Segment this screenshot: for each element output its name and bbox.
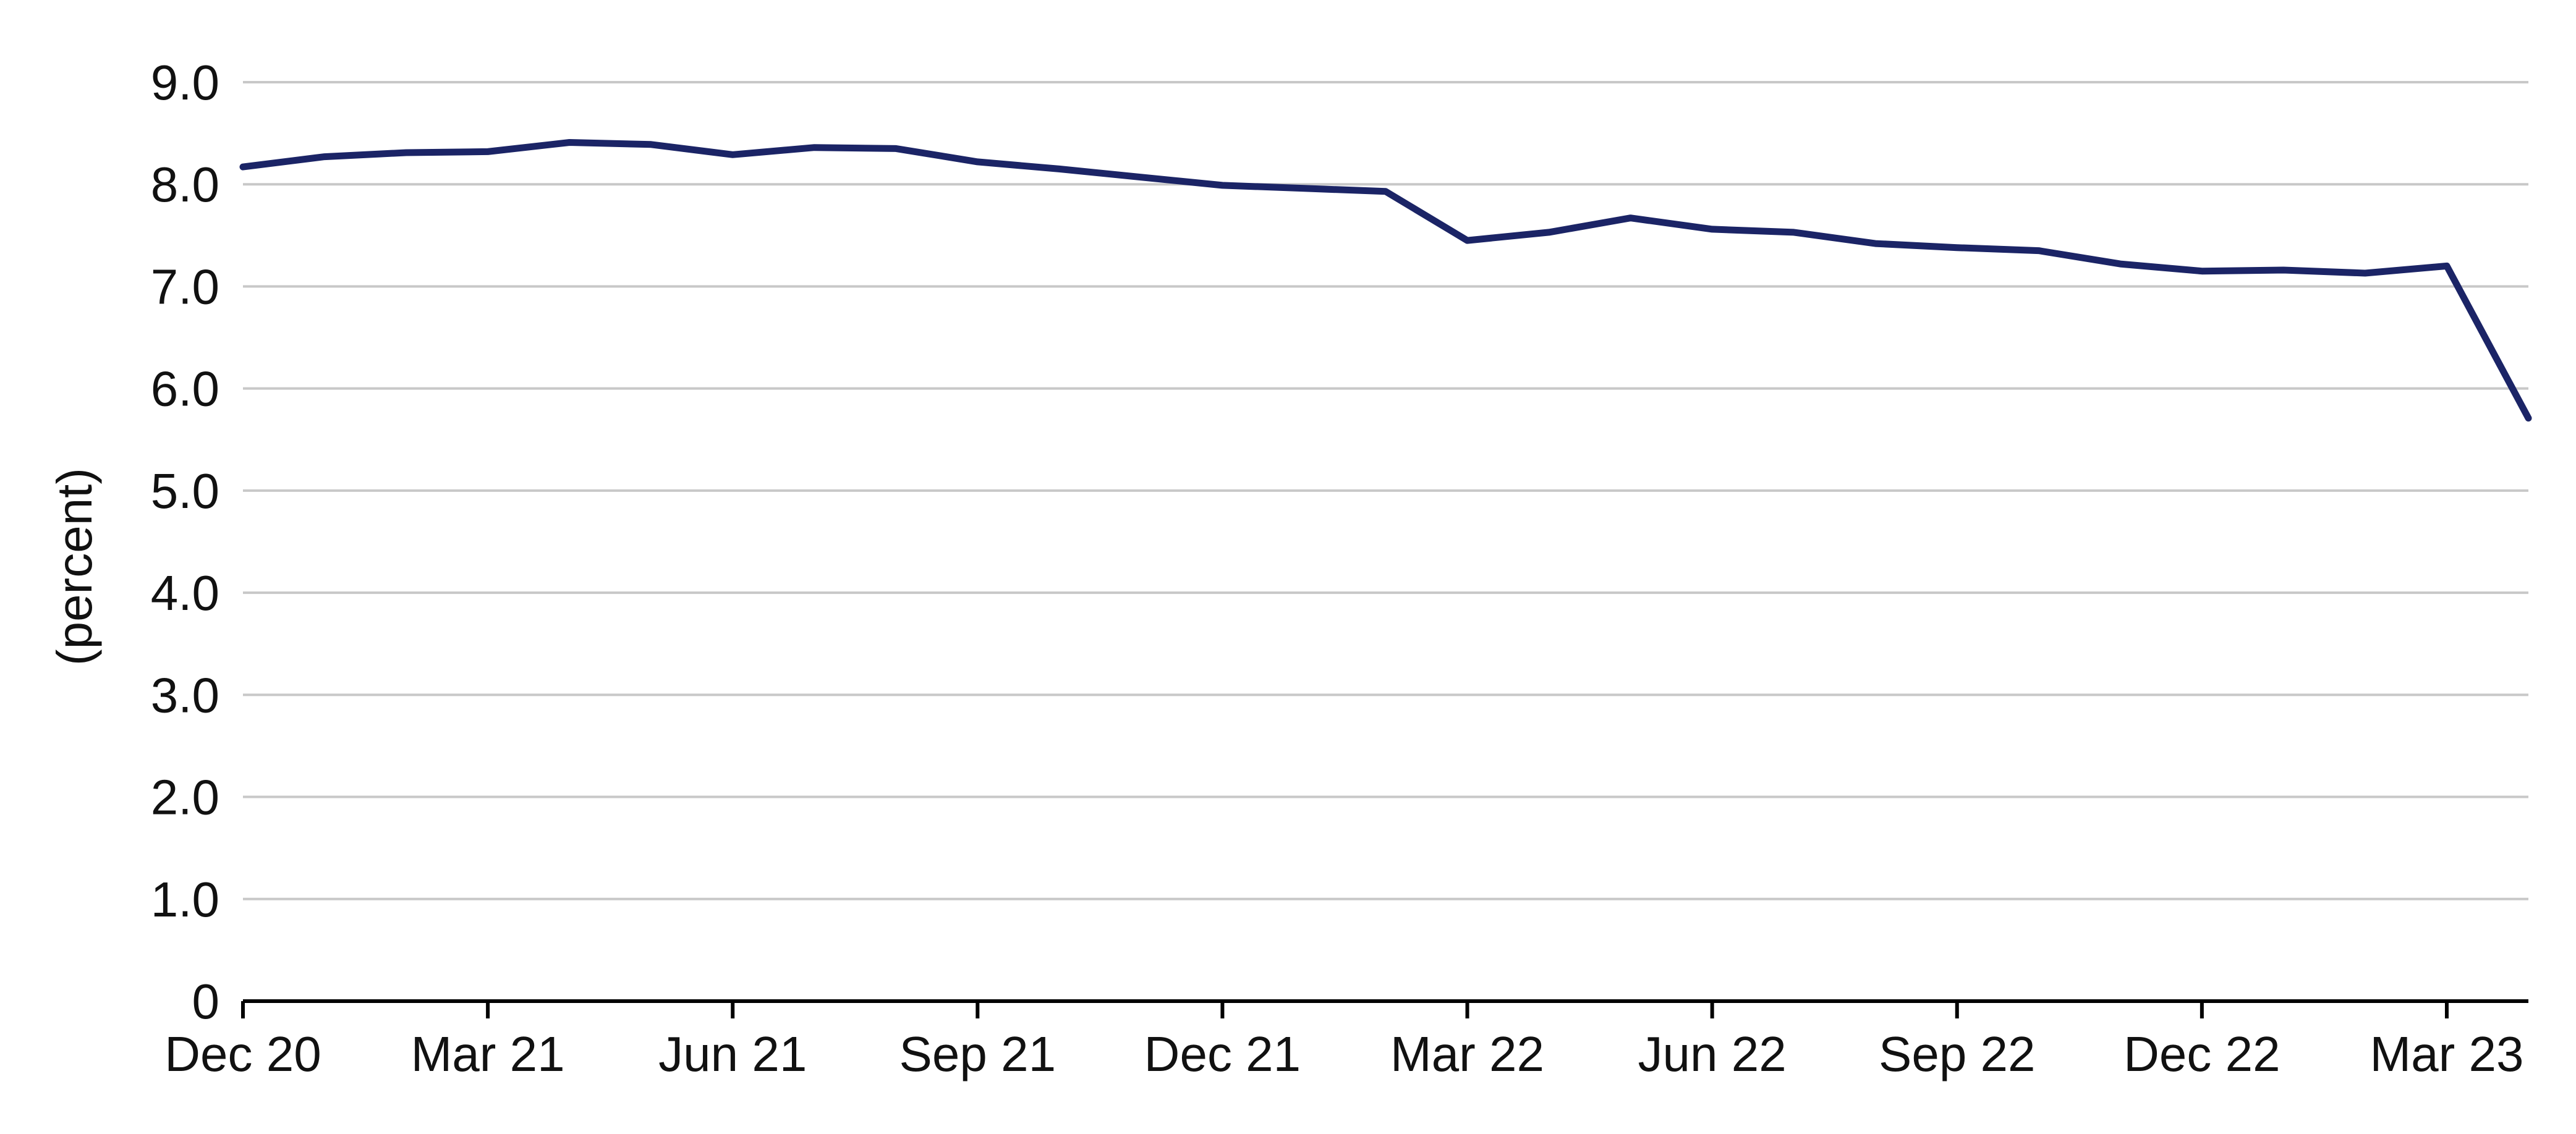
data-point xyxy=(242,166,244,168)
data-point xyxy=(1630,217,1631,219)
y-tick-label: 5.0 xyxy=(151,463,219,518)
y-tick-label: 6.0 xyxy=(151,362,219,417)
data-point xyxy=(732,154,734,156)
data-point xyxy=(2201,270,2203,272)
y-tick-label: 2.0 xyxy=(151,770,219,825)
x-tick-label: Dec 22 xyxy=(2123,1026,2280,1081)
data-point xyxy=(2282,269,2284,271)
x-tick-label: Sep 22 xyxy=(1879,1026,2036,1081)
y-tick-label: 8.0 xyxy=(151,157,219,212)
data-point xyxy=(895,148,897,150)
y-tick-label: 9.0 xyxy=(151,55,219,110)
data-point xyxy=(2038,250,2039,252)
data-point xyxy=(1140,176,1142,178)
x-tick-label: Dec 21 xyxy=(1144,1026,1301,1081)
x-tick-label: Mar 23 xyxy=(2370,1026,2523,1081)
x-tick-label: Mar 22 xyxy=(1390,1026,1544,1081)
data-point xyxy=(1222,184,1223,186)
x-tick-label: Dec 20 xyxy=(164,1026,321,1081)
data-point xyxy=(1303,187,1305,189)
y-tick-label: 7.0 xyxy=(151,259,219,314)
data-point xyxy=(1793,231,1795,233)
data-point xyxy=(406,152,407,153)
data-point xyxy=(1466,240,1468,242)
x-tick-label: Jun 22 xyxy=(1638,1026,1787,1081)
data-point xyxy=(650,143,652,145)
data-point xyxy=(1956,247,1958,248)
gridlines xyxy=(243,81,2528,900)
data-point xyxy=(324,156,325,158)
y-tick-label: 1.0 xyxy=(151,872,219,927)
y-axis-title: (percent) xyxy=(47,468,102,666)
y-tick-label: 4.0 xyxy=(151,565,219,620)
y-tick-label: 0 xyxy=(192,974,220,1029)
data-point xyxy=(487,151,489,153)
x-tick-label: Jun 21 xyxy=(658,1026,807,1081)
series-layer xyxy=(239,139,2532,422)
data-point xyxy=(1058,168,1060,170)
axes xyxy=(241,999,2528,1018)
data-point xyxy=(1385,190,1387,192)
data-point xyxy=(977,161,979,163)
data-point xyxy=(569,142,571,143)
x-tick-label: Sep 21 xyxy=(899,1026,1056,1081)
x-tick-label: Mar 21 xyxy=(411,1026,565,1081)
tick-labels: 0 1.0 2.0 3.0 4.0 5.0 6.0 7.0 8.0 9.0 Dec 20 Mar 21… xyxy=(151,55,2524,1081)
data-point xyxy=(1548,231,1550,233)
data-point xyxy=(2446,265,2447,267)
data-point xyxy=(814,146,815,148)
data-point xyxy=(1874,243,1876,245)
data-point xyxy=(2528,417,2529,419)
data-point xyxy=(2364,273,2366,274)
y-tick-label: 3.0 xyxy=(151,667,219,722)
data-point xyxy=(2119,263,2121,265)
data-point xyxy=(1711,228,1713,230)
